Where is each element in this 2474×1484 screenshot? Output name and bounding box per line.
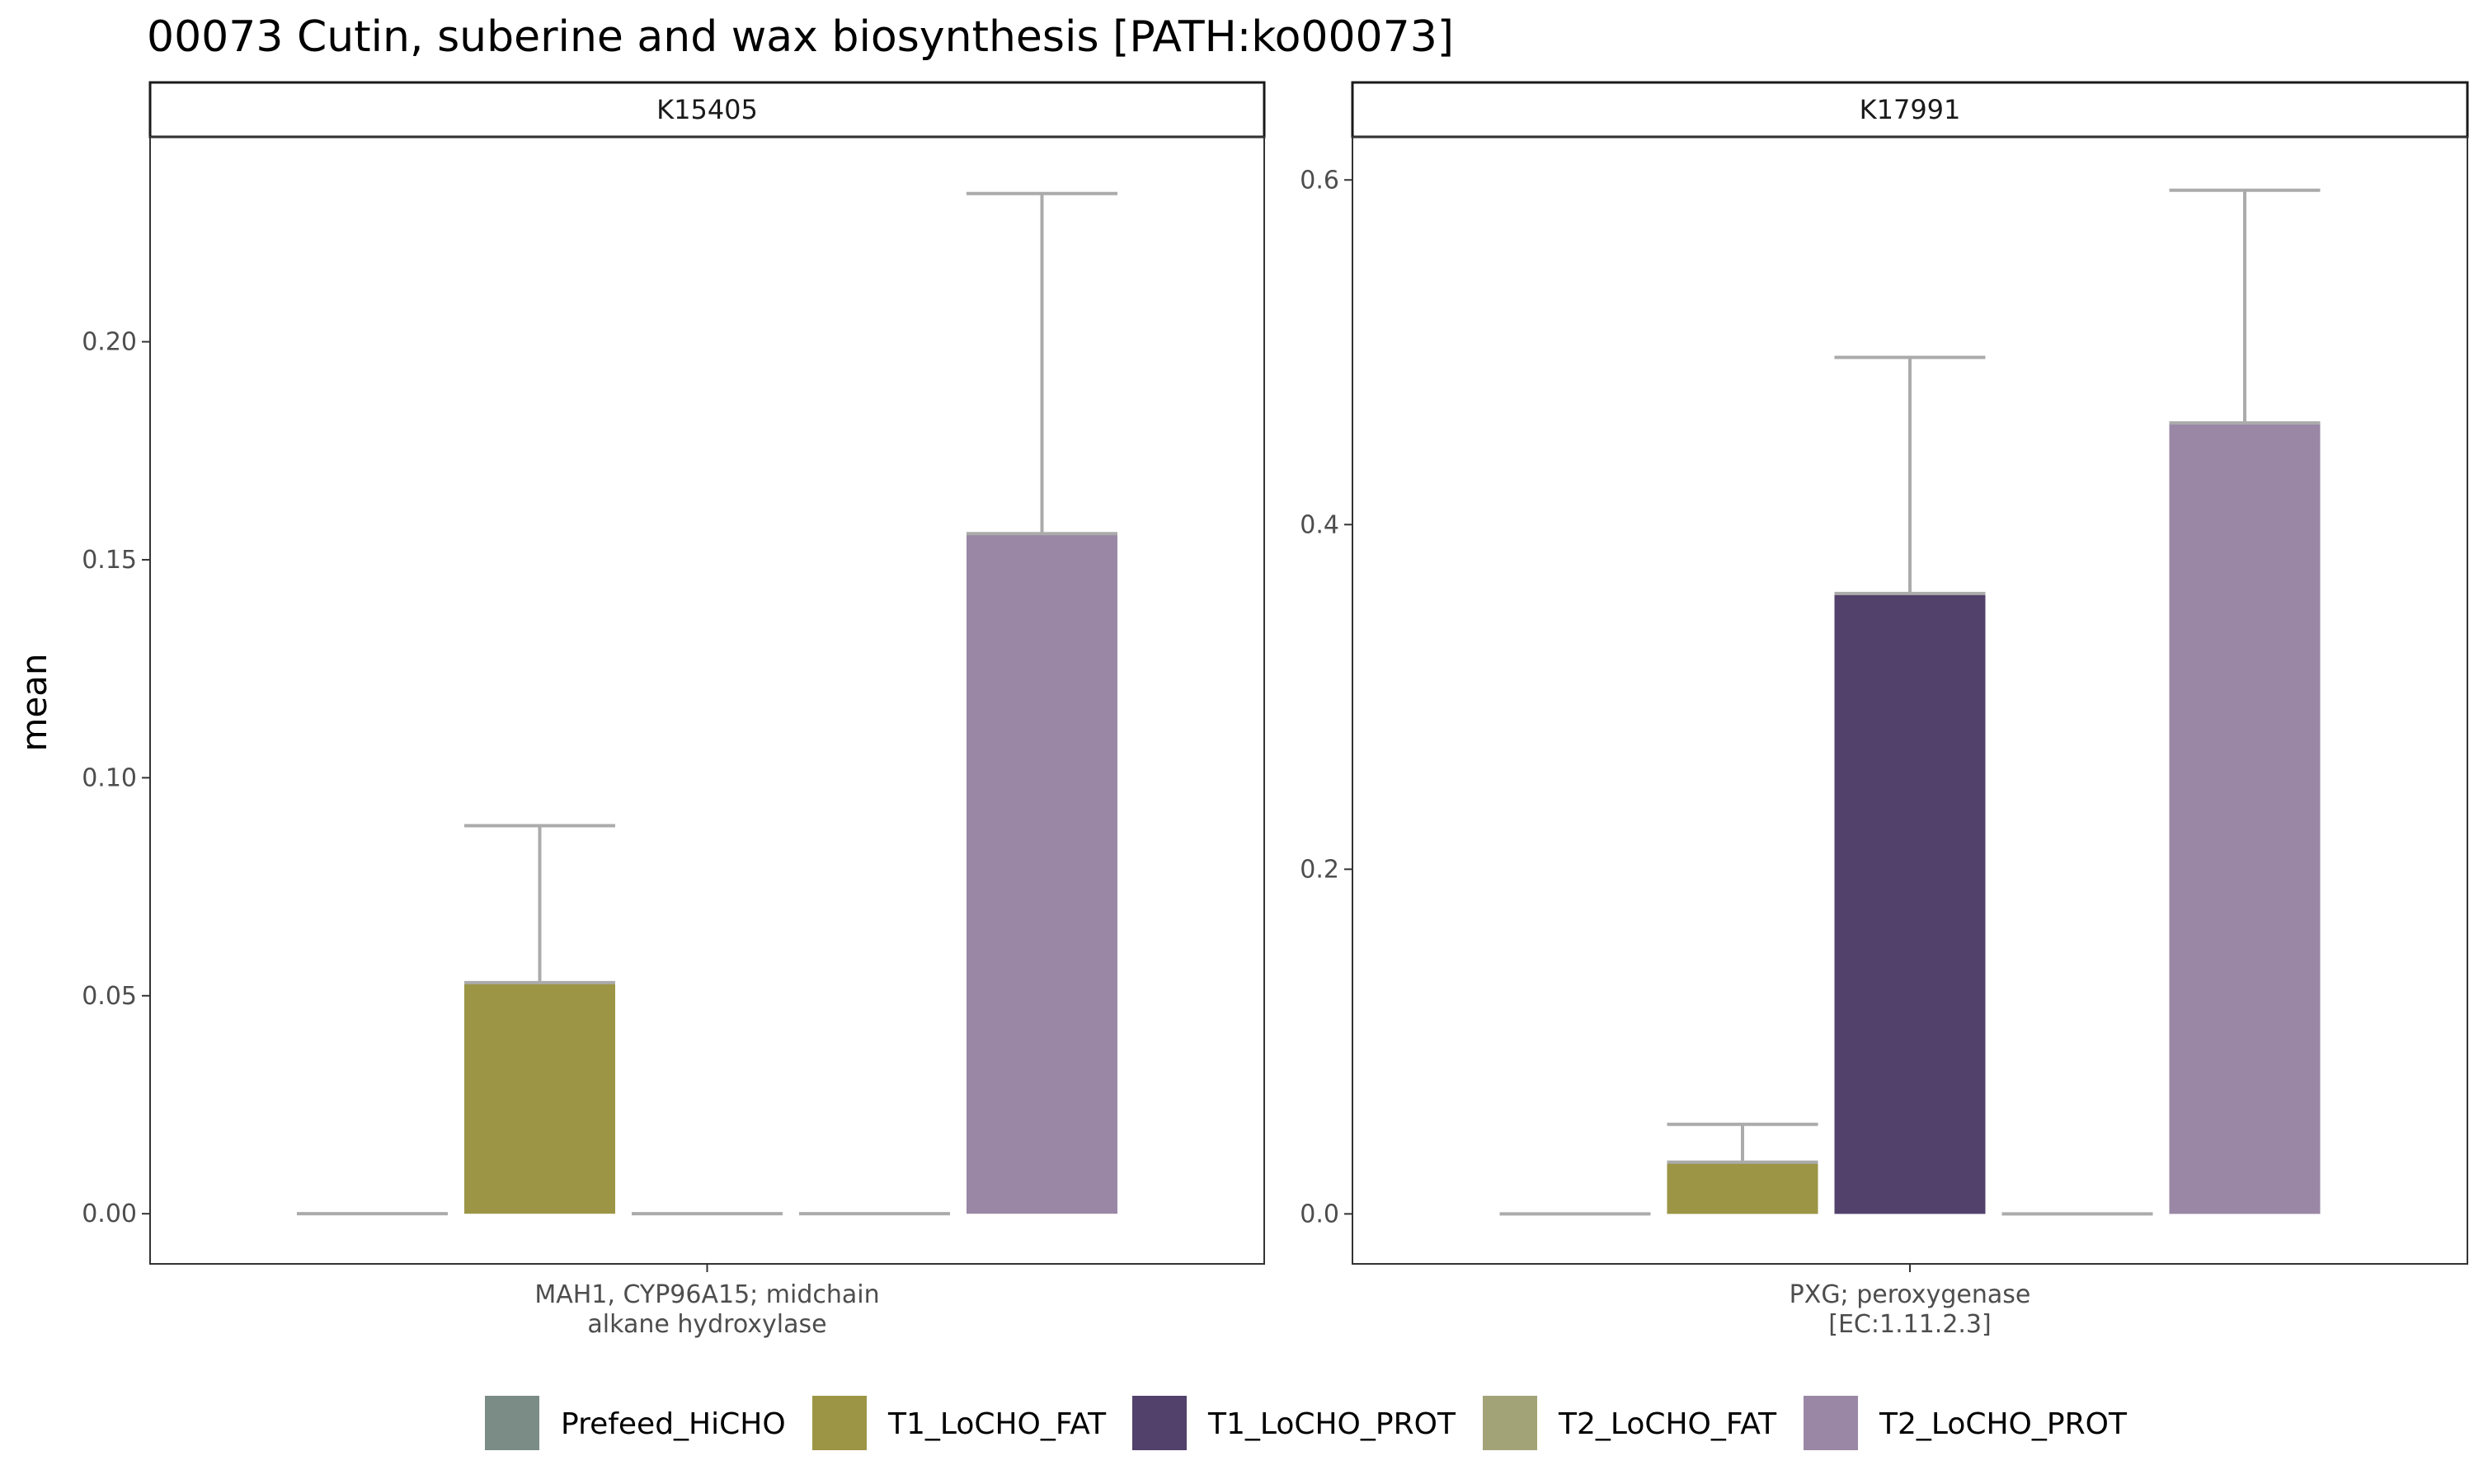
chart-title: 00073 Cutin, suberine and wax biosynthes… — [147, 12, 1454, 62]
y-tick-label: 0.20 — [82, 328, 137, 357]
panel-K15405: K15405 0.00 0.05 0.10 0.15 0.20 MAH1, CYP96A15… — [82, 81, 1266, 1339]
facet-strip-box — [148, 81, 1266, 139]
legend-item-T2_LoCHO_PROT: T2_LoCHO_PROT — [1804, 1396, 2128, 1450]
y-axis-label: mean — [14, 653, 54, 751]
legend-label: T2_LoCHO_FAT — [1558, 1407, 1777, 1441]
panel-K17991: K17991 0.0 0.2 0.4 0.6 PXG; peroxygenase[EC:1… — [1300, 81, 2469, 1339]
y-tick-label: 0.15 — [82, 546, 137, 575]
legend-key — [1132, 1396, 1187, 1450]
y-tick-label: 0.2 — [1300, 855, 1339, 884]
bar-T1_LoCHO_FAT — [464, 982, 615, 1214]
facet-strip-label: K17991 — [1860, 94, 1961, 125]
legend-label: T1_LoCHO_FAT — [887, 1407, 1107, 1441]
legend-key — [1804, 1396, 1858, 1450]
x-category-label: MAH1, CYP96A15; midchain — [534, 1280, 879, 1309]
x-category-label: alkane hydroxylase — [587, 1310, 826, 1339]
legend-label: T1_LoCHO_PROT — [1207, 1407, 1456, 1441]
bar-T2_LoCHO_PROT — [2169, 422, 2321, 1214]
legend-key — [485, 1396, 539, 1450]
x-category-label: PXG; peroxygenase — [1790, 1280, 2031, 1309]
y-tick-label: 0.4 — [1300, 510, 1339, 539]
x-category-label: [EC:1.11.2.3] — [1828, 1310, 1991, 1339]
bar-T1_LoCHO_FAT — [1667, 1162, 1818, 1214]
y-tick-label: 0.0 — [1300, 1200, 1339, 1228]
legend-item-Prefeed_HiCHO: Prefeed_HiCHO — [485, 1396, 786, 1450]
legend-item-T2_LoCHO_FAT: T2_LoCHO_FAT — [1483, 1396, 1777, 1450]
legend-item-T1_LoCHO_FAT: T1_LoCHO_FAT — [812, 1396, 1107, 1450]
bar-T1_LoCHO_PROT — [1834, 593, 1986, 1214]
facet-strip-label: K15405 — [656, 94, 758, 125]
y-tick-label: 0.6 — [1300, 166, 1339, 195]
legend-label: T2_LoCHO_PROT — [1879, 1407, 2128, 1441]
y-tick-label: 0.00 — [82, 1200, 137, 1228]
bar-T2_LoCHO_PROT — [967, 533, 1117, 1214]
legend-key — [1483, 1396, 1537, 1450]
y-tick-label: 0.10 — [82, 763, 137, 792]
legend-label: Prefeed_HiCHO — [561, 1407, 786, 1441]
legend-key — [812, 1396, 867, 1450]
legend-item-T1_LoCHO_PROT: T1_LoCHO_PROT — [1132, 1396, 1456, 1450]
legend: Prefeed_HiCHO T1_LoCHO_FAT T1_LoCHO_PROT T2… — [485, 1396, 2128, 1450]
y-tick-label: 0.05 — [82, 982, 137, 1011]
facet-panels: K15405 0.00 0.05 0.10 0.15 0.20 MAH1, CYP96A15… — [82, 81, 2469, 1339]
